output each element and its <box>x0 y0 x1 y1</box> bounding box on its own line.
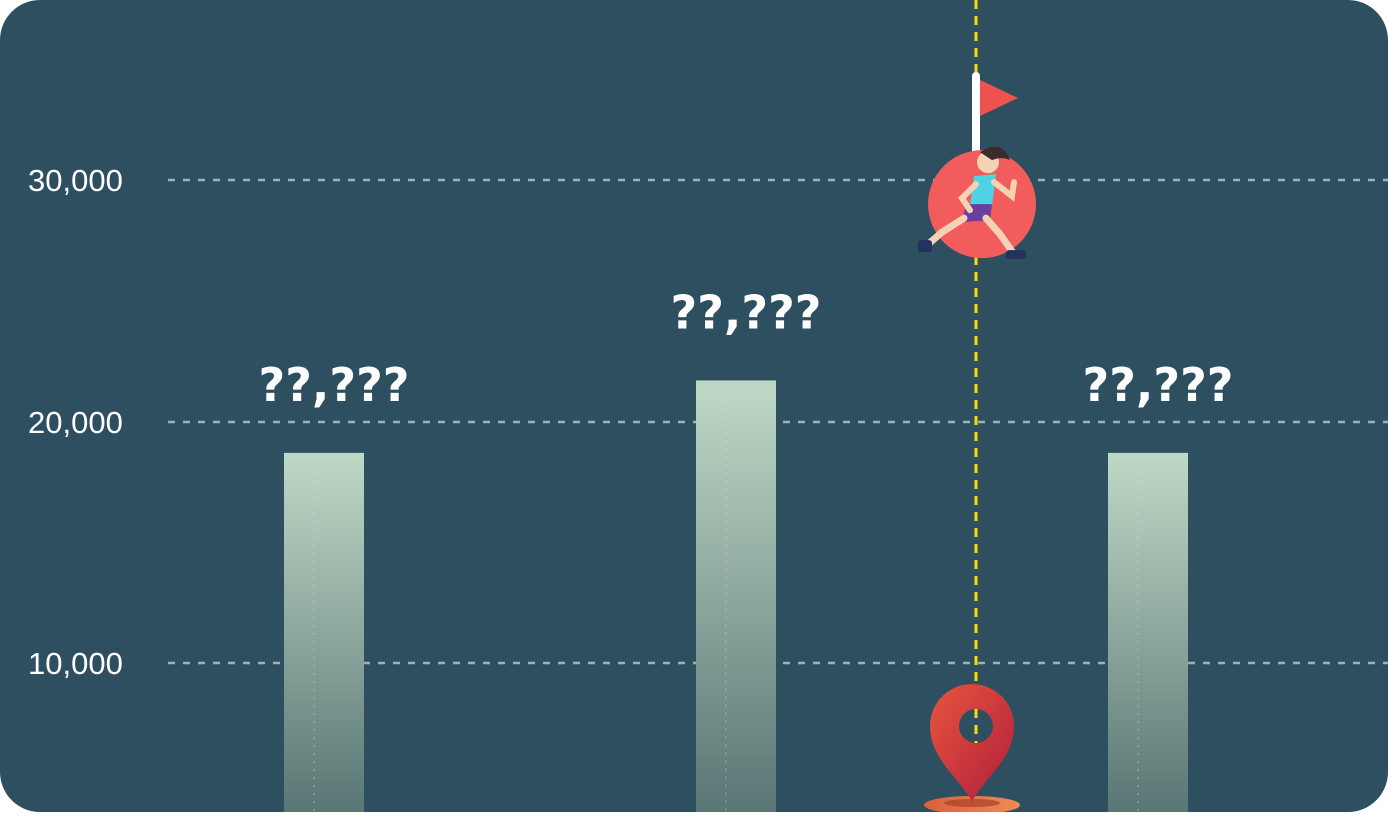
y-tick-label: 10,000 <box>28 646 123 681</box>
runner-icon <box>918 146 1036 260</box>
map-pin-icon <box>924 684 1020 812</box>
flag-icon <box>972 72 1018 162</box>
bar-value-label: ??,??? <box>1083 358 1234 412</box>
bar <box>284 452 364 812</box>
bar <box>1108 452 1188 812</box>
y-tick-label: 20,000 <box>28 405 123 440</box>
y-tick-label: 30,000 <box>28 163 123 198</box>
bar <box>696 380 776 812</box>
bar-value-label: ??,??? <box>259 358 410 412</box>
bar-value-label: ??,??? <box>671 285 822 339</box>
